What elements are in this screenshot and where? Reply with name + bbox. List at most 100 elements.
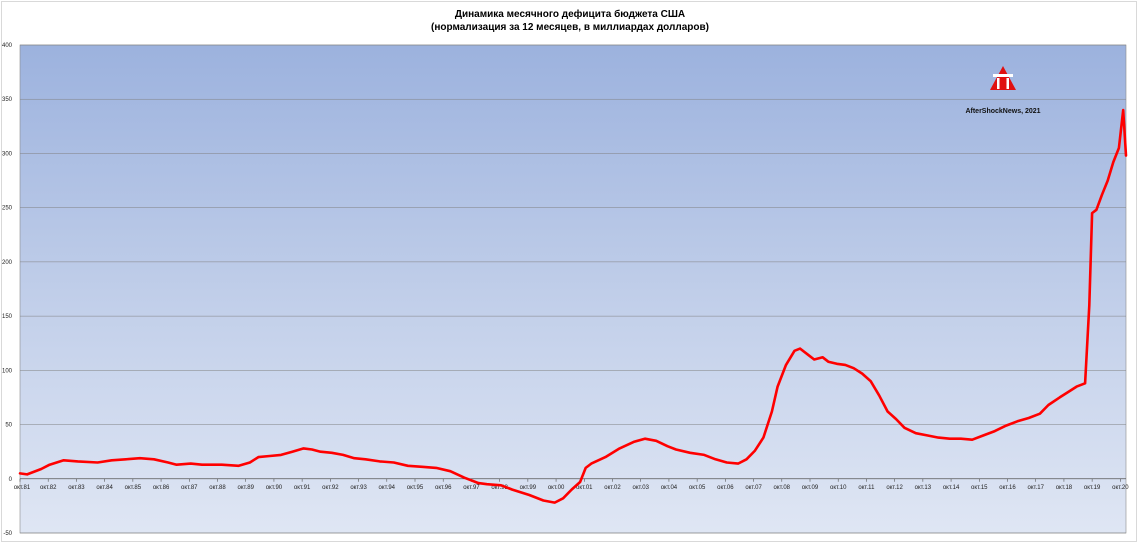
y-tick-label: 50: [5, 423, 12, 429]
data-point: [948, 437, 951, 440]
x-tick-label: окт.06: [717, 485, 734, 491]
x-tick-label: окт.12: [886, 485, 903, 491]
x-tick-label: окт.08: [774, 485, 791, 491]
data-point: [1106, 179, 1109, 182]
data-point: [302, 447, 305, 450]
data-point: [562, 497, 564, 500]
chart-subtitle: (нормализация за 12 месяцев, в миллиарда…: [431, 22, 709, 33]
data-point: [1084, 382, 1086, 385]
x-tick-label: окт.88: [209, 485, 226, 491]
data-point: [353, 457, 356, 459]
data-point: [153, 458, 155, 461]
plot-area: [19, 44, 1127, 534]
data-point: [511, 488, 514, 491]
data-point: [26, 473, 28, 476]
data-point: [584, 467, 587, 469]
x-tick-label: окт.97: [463, 485, 480, 491]
data-point: [311, 448, 313, 451]
data-point: [500, 484, 502, 487]
data-point: [915, 432, 917, 435]
data-point: [632, 441, 635, 443]
x-tick-label: окт.16: [999, 485, 1016, 491]
x-tick-label: окт.20: [1112, 485, 1129, 491]
data-point: [903, 427, 906, 429]
data-point: [1058, 396, 1061, 399]
x-tick-label: окт.92: [322, 485, 339, 491]
data-point: [19, 472, 21, 475]
y-tick-label: 200: [2, 260, 13, 266]
x-tick-label: окт.04: [661, 485, 678, 491]
x-tick-label: окт.98: [491, 485, 508, 491]
data-point: [886, 410, 889, 413]
data-point: [319, 450, 322, 453]
data-point: [96, 461, 99, 464]
data-point: [110, 459, 113, 462]
data-point: [570, 488, 573, 491]
x-tick-label: окт.93: [350, 485, 367, 491]
data-point: [1095, 209, 1098, 211]
data-point: [895, 418, 897, 420]
data-point: [926, 434, 928, 437]
data-point: [813, 358, 816, 361]
data-point: [675, 448, 677, 451]
data-point: [836, 363, 838, 365]
x-tick-label: окт.03: [632, 485, 649, 491]
data-point: [449, 470, 452, 472]
data-point: [463, 476, 466, 479]
data-point: [799, 347, 801, 350]
x-tick-label: окт.02: [604, 485, 621, 491]
data-point: [937, 436, 940, 439]
y-tick-label: 250: [2, 206, 13, 212]
data-point: [378, 460, 381, 463]
data-point: [644, 437, 646, 440]
data-point: [342, 454, 344, 456]
data-point: [553, 501, 556, 504]
data-point: [280, 454, 282, 456]
x-tick-label: окт.15: [971, 485, 988, 491]
data-point: [486, 483, 488, 486]
x-tick-label: окт.95: [407, 485, 424, 491]
y-tick-label: 400: [2, 43, 13, 49]
data-point: [421, 466, 423, 468]
series-line-deficit: [18, 108, 1128, 504]
x-tick-label: окт.17: [1027, 485, 1044, 491]
data-point: [869, 380, 872, 382]
y-tick-label: 100: [2, 368, 13, 374]
x-tick-label: окт.09: [802, 485, 819, 491]
chart-title: Динамика месячного дефицита бюджета США: [454, 9, 686, 20]
data-point: [689, 451, 691, 454]
data-point: [785, 364, 787, 366]
data-point: [62, 459, 65, 462]
data-point: [1088, 304, 1091, 307]
x-tick-label: окт.89: [237, 485, 254, 491]
x-tick-label: окт.94: [379, 485, 396, 491]
x-tick-label: окт.90: [266, 485, 283, 491]
data-point: [237, 464, 240, 467]
data-point: [1067, 391, 1069, 393]
y-tick-label: -50: [3, 531, 12, 537]
data-point: [1101, 193, 1103, 196]
data-point: [771, 410, 773, 413]
x-tick-label: окт.11: [858, 485, 875, 491]
x-tick-label: окт.84: [96, 485, 113, 491]
data-point: [725, 461, 728, 464]
x-tick-label: окт.18: [1056, 485, 1073, 491]
data-point: [807, 354, 810, 356]
data-point: [48, 463, 51, 466]
data-point: [77, 460, 79, 463]
x-tick-label: окт.05: [689, 485, 706, 491]
logo-bar: [993, 74, 1013, 77]
x-tick-label: окт.81: [14, 485, 31, 491]
logo-leg-right: [1006, 78, 1009, 89]
y-axis: -50 0 50 100 150 200 250 300 350 400: [2, 43, 13, 537]
data-point: [542, 499, 545, 502]
y-tick-label: 0: [9, 477, 13, 483]
data-point: [994, 430, 996, 432]
data-point: [793, 350, 796, 352]
data-point: [655, 440, 658, 442]
x-tick-label: окт.99: [520, 485, 537, 491]
data-point: [590, 462, 593, 465]
data-point: [754, 449, 756, 452]
x-tick-label: окт.13: [915, 485, 932, 491]
